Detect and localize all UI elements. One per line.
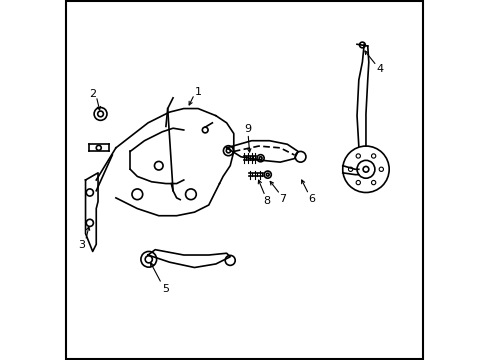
Text: 7: 7 [279,194,286,203]
Text: 1: 1 [194,87,201,98]
Text: 4: 4 [376,64,383,73]
Text: 6: 6 [307,194,314,204]
Text: 3: 3 [78,240,85,250]
Text: 8: 8 [263,196,270,206]
Text: 9: 9 [244,124,250,134]
Text: 2: 2 [89,89,96,99]
Text: 5: 5 [162,284,168,294]
